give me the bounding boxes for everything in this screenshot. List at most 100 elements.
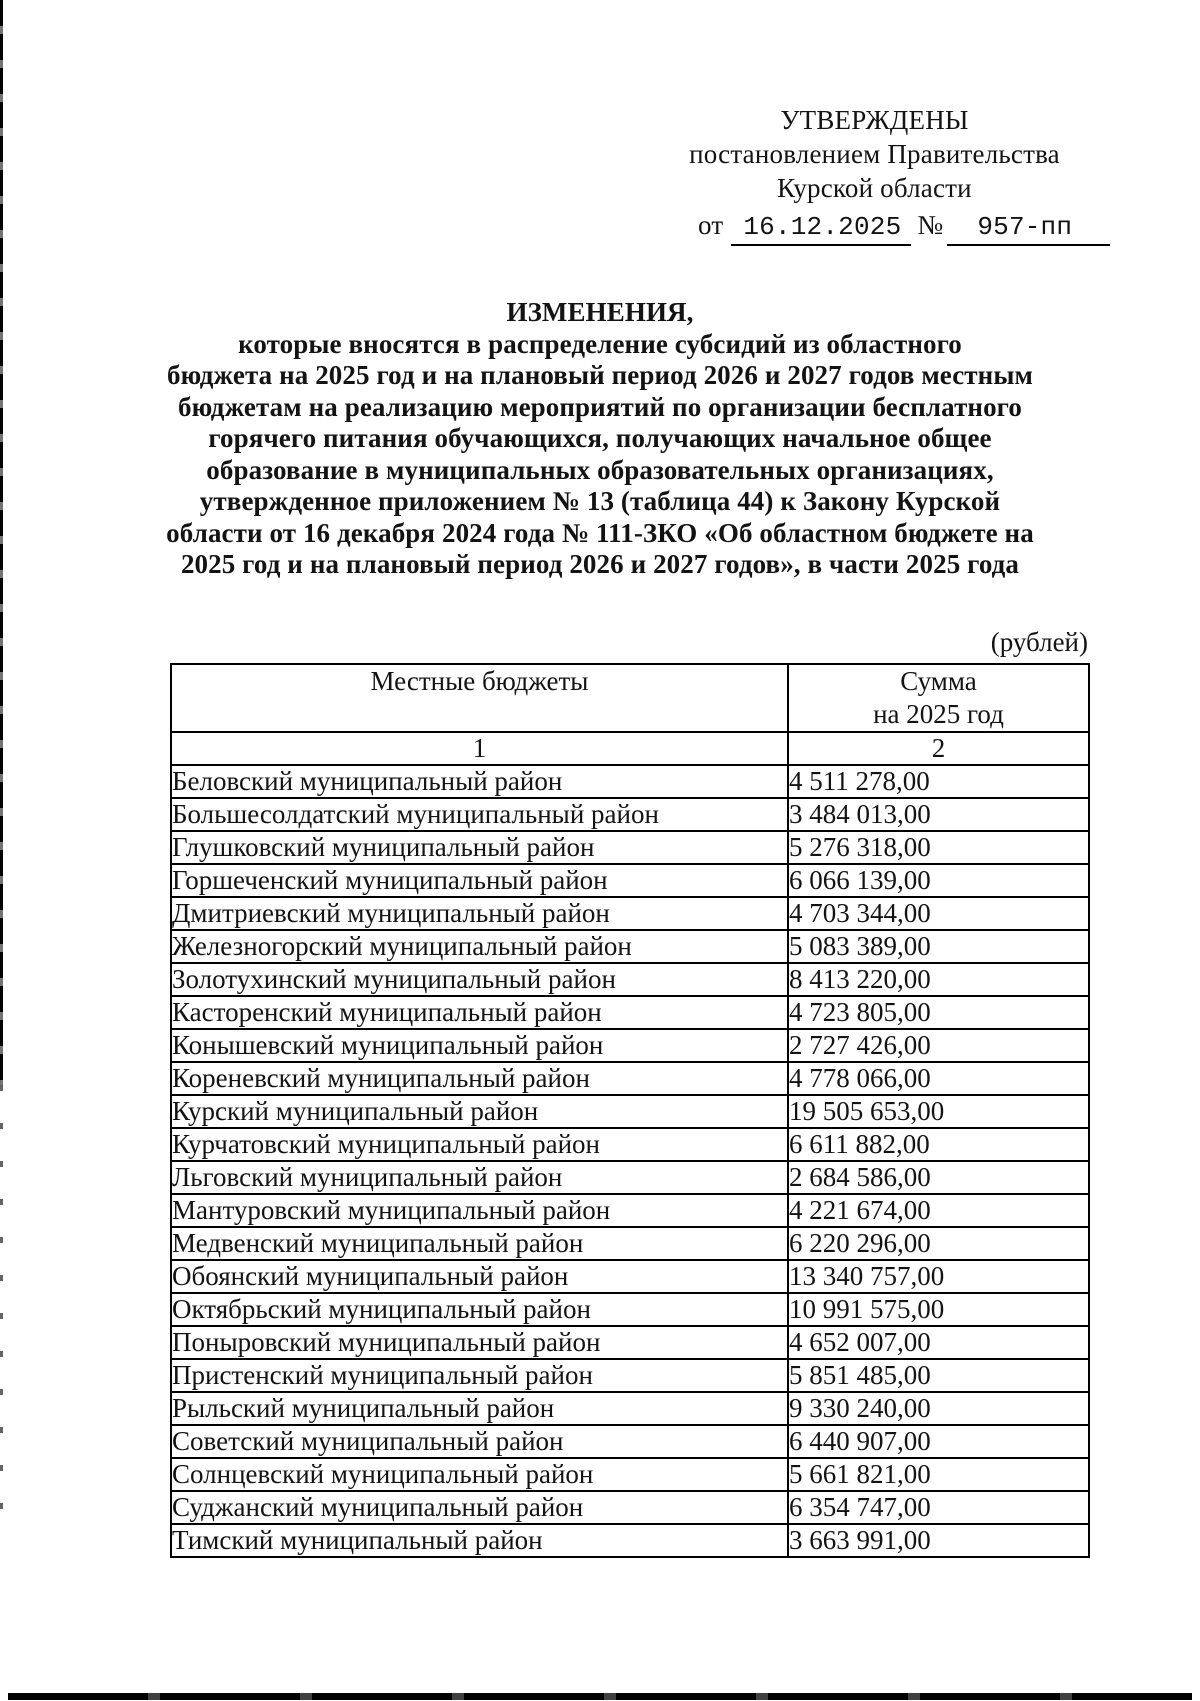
scan-edge-artifact: [0, 0, 3, 1085]
budget-name-cell: Льговский муниципальный район: [170, 1160, 789, 1195]
budget-amount-cell: 6 611 882,00: [787, 1127, 1090, 1162]
column-number-1: 1: [170, 731, 789, 766]
budget-name-cell: Поныровский муниципальный район: [170, 1325, 789, 1360]
table-row: Тимский муниципальный район 3 663 991,00: [170, 1523, 1090, 1558]
budget-name-cell: Обоянский муниципальный район: [170, 1259, 789, 1294]
budget-name-cell: Большесолдатский муниципальный район: [170, 797, 789, 832]
budget-name-cell: Советский муниципальный район: [170, 1424, 789, 1459]
approval-line-approved: УТВЕРЖДЕНЫ: [780, 105, 969, 135]
budget-table-body: Местные бюджеты Сумма на 2025 год 1 2 Бел…: [170, 663, 1090, 1558]
table-row: Суджанский муниципальный район 6 354 747,…: [170, 1490, 1090, 1525]
budget-amount-cell: 5 276 318,00: [787, 830, 1090, 865]
budget-name-cell: Глушковский муниципальный район: [170, 830, 789, 865]
budget-name-cell: Солнцевский муниципальный район: [170, 1457, 789, 1492]
budget-name-cell: Тимский муниципальный район: [170, 1523, 789, 1558]
approval-number-value: 957-пп: [947, 212, 1111, 246]
budget-amount-cell: 2 684 586,00: [787, 1160, 1090, 1195]
approval-number-sign: №: [917, 210, 944, 240]
approval-date-value: 16.12.2025: [731, 212, 912, 246]
budget-name-cell: Золотухинский муниципальный район: [170, 962, 789, 997]
budget-amount-cell: 4 778 066,00: [787, 1061, 1090, 1096]
table-row: Курский муниципальный район 19 505 653,00: [170, 1094, 1090, 1129]
approval-line-resolution: постановлением Правительства: [689, 139, 1060, 169]
budget-amount-cell: 3 663 991,00: [787, 1523, 1090, 1558]
table-header-row: Местные бюджеты Сумма на 2025 год: [170, 663, 1090, 733]
budget-amount-cell: 19 505 653,00: [787, 1094, 1090, 1129]
approval-line-region: Курской области: [777, 173, 972, 203]
table-row: Железногорский муниципальный район 5 083 …: [170, 929, 1090, 964]
budget-amount-cell: 6 066 139,00: [787, 863, 1090, 898]
budget-name-cell: Курчатовский муниципальный район: [170, 1127, 789, 1162]
budget-amount-cell: 3 484 013,00: [787, 797, 1090, 832]
budget-name-cell: Мантуровский муниципальный район: [170, 1193, 789, 1228]
currency-unit-note: (рублей): [990, 627, 1088, 657]
scan-bottom-artifact: [8, 1693, 1192, 1700]
budget-amount-cell: 8 413 220,00: [787, 962, 1090, 997]
budget-table: Местные бюджеты Сумма на 2025 год 1 2 Бел…: [170, 663, 1090, 1558]
budget-name-cell: Касторенский муниципальный район: [170, 995, 789, 1030]
budget-amount-cell: 10 991 575,00: [787, 1292, 1090, 1327]
document-title: ИЗМЕНЕНИЯ, которые вносятся в распределе…: [125, 297, 1075, 581]
table-row: Льговский муниципальный район 2 684 586,0…: [170, 1160, 1090, 1195]
approval-block: УТВЕРЖДЕНЫ постановлением Правительства …: [652, 103, 1111, 246]
budget-name-cell: Кореневский муниципальный район: [170, 1061, 789, 1096]
column-header-amount-line2: на 2025 год: [873, 699, 1004, 729]
table-row: Конышевский муниципальный район 2 727 426…: [170, 1028, 1090, 1063]
document-title-body: которые вносятся в распределение субсиди…: [166, 328, 1034, 580]
table-row: Солнцевский муниципальный район 5 661 821…: [170, 1457, 1090, 1492]
budget-name-cell: Медвенский муниципальный район: [170, 1226, 789, 1261]
budget-name-cell: Октябрьский муниципальный район: [170, 1292, 789, 1327]
column-header-budgets: Местные бюджеты: [170, 663, 789, 733]
column-number-row: 1 2: [170, 731, 1090, 766]
document-title-heading: ИЗМЕНЕНИЯ,: [506, 297, 694, 327]
budget-amount-cell: 9 330 240,00: [787, 1391, 1090, 1426]
approval-date-prefix: от: [698, 210, 724, 240]
table-row: Обоянский муниципальный район 13 340 757,…: [170, 1259, 1090, 1294]
budget-amount-cell: 13 340 757,00: [787, 1259, 1090, 1294]
budget-amount-cell: 4 221 674,00: [787, 1193, 1090, 1228]
budget-amount-cell: 5 661 821,00: [787, 1457, 1090, 1492]
budget-amount-cell: 6 354 747,00: [787, 1490, 1090, 1525]
table-row: Октябрьский муниципальный район 10 991 57…: [170, 1292, 1090, 1327]
budget-amount-cell: 4 723 805,00: [787, 995, 1090, 1030]
table-row: Мантуровский муниципальный район 4 221 67…: [170, 1193, 1090, 1228]
column-number-2: 2: [787, 731, 1090, 766]
budget-amount-cell: 6 440 907,00: [787, 1424, 1090, 1459]
table-row: Касторенский муниципальный район 4 723 80…: [170, 995, 1090, 1030]
budget-name-cell: Пристенский муниципальный район: [170, 1358, 789, 1393]
budget-name-cell: Курский муниципальный район: [170, 1094, 789, 1129]
budget-name-cell: Рыльский муниципальный район: [170, 1391, 789, 1426]
budget-table-container: Местные бюджеты Сумма на 2025 год 1 2 Бел…: [170, 663, 1090, 1558]
budget-amount-cell: 5 851 485,00: [787, 1358, 1090, 1393]
column-header-amount: Сумма на 2025 год: [787, 663, 1090, 733]
table-row: Курчатовский муниципальный район 6 611 88…: [170, 1127, 1090, 1162]
table-row: Кореневский муниципальный район 4 778 066…: [170, 1061, 1090, 1096]
table-row: Рыльский муниципальный район 9 330 240,00: [170, 1391, 1090, 1426]
budget-name-cell: Суджанский муниципальный район: [170, 1490, 789, 1525]
approval-date-line: от 16.12.2025 № 957-пп: [652, 208, 1111, 246]
table-row: Беловский муниципальный район 4 511 278,0…: [170, 764, 1090, 799]
budget-name-cell: Дмитриевский муниципальный район: [170, 896, 789, 931]
budget-name-cell: Конышевский муниципальный район: [170, 1028, 789, 1063]
budget-amount-cell: 6 220 296,00: [787, 1226, 1090, 1261]
table-row: Поныровский муниципальный район 4 652 007…: [170, 1325, 1090, 1360]
budget-name-cell: Беловский муниципальный район: [170, 764, 789, 799]
budget-amount-cell: 4 703 344,00: [787, 896, 1090, 931]
table-row: Глушковский муниципальный район 5 276 318…: [170, 830, 1090, 865]
budget-name-cell: Горшеченский муниципальный район: [170, 863, 789, 898]
column-header-amount-line1: Сумма: [900, 666, 977, 696]
budget-amount-cell: 2 727 426,00: [787, 1028, 1090, 1063]
budget-amount-cell: 5 083 389,00: [787, 929, 1090, 964]
table-row: Дмитриевский муниципальный район 4 703 34…: [170, 896, 1090, 931]
table-row: Большесолдатский муниципальный район 3 48…: [170, 797, 1090, 832]
budget-amount-cell: 4 652 007,00: [787, 1325, 1090, 1360]
table-row: Золотухинский муниципальный район 8 413 2…: [170, 962, 1090, 997]
table-row: Советский муниципальный район 6 440 907,0…: [170, 1424, 1090, 1459]
table-row: Медвенский муниципальный район 6 220 296,…: [170, 1226, 1090, 1261]
budget-amount-cell: 4 511 278,00: [787, 764, 1090, 799]
table-row: Пристенский муниципальный район 5 851 485…: [170, 1358, 1090, 1393]
scan-edge-artifact-lower: [0, 1085, 3, 1535]
table-row: Горшеченский муниципальный район 6 066 13…: [170, 863, 1090, 898]
budget-name-cell: Железногорский муниципальный район: [170, 929, 789, 964]
